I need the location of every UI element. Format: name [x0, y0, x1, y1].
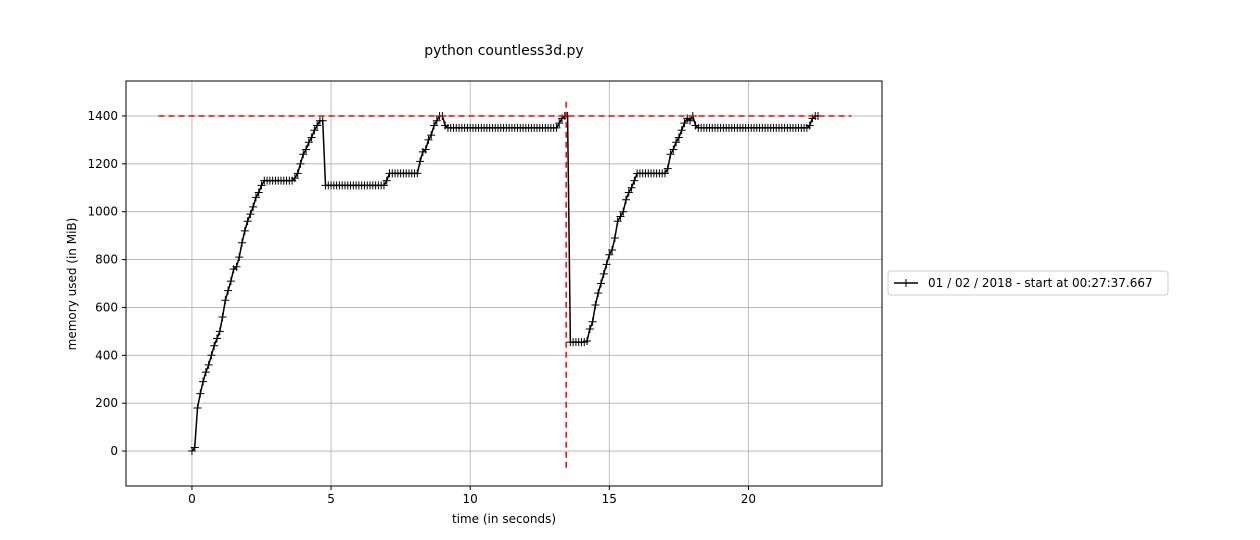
point-marker — [660, 169, 669, 178]
point-marker — [221, 296, 230, 305]
point-marker — [379, 181, 388, 190]
legend: 01 / 02 / 2018 - start at 00:27:37.667 — [887, 270, 1169, 296]
point-marker — [243, 217, 252, 226]
point-marker — [610, 234, 619, 243]
point-marker — [616, 212, 625, 221]
point-marker — [190, 443, 199, 452]
point-marker — [299, 150, 308, 159]
point-marker — [805, 121, 814, 130]
point-marker — [201, 368, 210, 377]
point-marker — [588, 317, 597, 326]
point-marker — [583, 336, 592, 345]
point-marker — [672, 138, 681, 147]
y-tick-label: 1000 — [87, 205, 118, 219]
point-marker — [226, 277, 235, 286]
point-marker — [663, 164, 672, 173]
point-marker — [666, 150, 675, 159]
point-marker — [224, 286, 233, 295]
y-tick-label: 600 — [95, 300, 118, 314]
x-tick-label: 15 — [602, 492, 617, 506]
point-marker — [204, 360, 213, 369]
legend-marker — [902, 279, 910, 287]
point-marker — [622, 195, 631, 204]
point-marker — [416, 157, 425, 166]
point-marker — [555, 119, 564, 128]
point-marker — [212, 334, 221, 343]
point-marker — [677, 126, 686, 135]
point-marker — [591, 301, 600, 310]
point-marker — [193, 403, 202, 412]
point-marker — [240, 226, 249, 235]
x-tick-label: 20 — [741, 492, 756, 506]
y-tick-label: 1200 — [87, 157, 118, 171]
point-marker — [627, 183, 636, 192]
point-marker — [382, 176, 391, 185]
point-marker — [238, 238, 247, 247]
point-marker — [251, 193, 260, 202]
y-tick-label: 200 — [95, 396, 118, 410]
point-marker — [290, 174, 299, 183]
point-marker — [318, 116, 327, 125]
point-marker — [210, 341, 219, 350]
point-marker — [246, 210, 255, 219]
point-marker — [254, 188, 263, 197]
chart-title: python countless3d.py — [424, 43, 583, 59]
point-marker — [304, 138, 313, 147]
point-marker — [596, 279, 605, 288]
point-marker — [302, 145, 311, 154]
legend-label: 01 / 02 / 2018 - start at 00:27:37.667 — [928, 276, 1153, 290]
y-tick-label: 0 — [110, 444, 118, 458]
point-marker — [624, 188, 633, 197]
data-line — [191, 114, 819, 452]
x-tick-label: 5 — [327, 492, 335, 506]
point-marker — [619, 207, 628, 216]
point-marker — [594, 289, 603, 298]
point-marker — [232, 262, 241, 271]
point-marker — [585, 324, 594, 333]
y-tick-label: 400 — [95, 348, 118, 362]
legend-box — [887, 270, 1169, 296]
point-marker — [427, 131, 436, 140]
point-marker — [432, 116, 441, 125]
point-marker — [215, 327, 224, 336]
point-marker — [680, 119, 689, 128]
y-tick-label: 800 — [95, 253, 118, 267]
y-tick-label: 1400 — [87, 109, 118, 123]
point-marker — [307, 133, 316, 142]
point-marker — [599, 269, 608, 278]
x-tick-label: 0 — [188, 492, 196, 506]
point-marker — [613, 217, 622, 226]
point-marker — [249, 202, 258, 211]
point-marker — [608, 245, 617, 254]
point-marker — [605, 250, 614, 259]
point-marker — [552, 123, 561, 132]
point-marker — [296, 159, 305, 168]
point-marker — [674, 133, 683, 142]
x-tick-label: 10 — [463, 492, 478, 506]
point-marker — [218, 313, 227, 322]
point-marker — [235, 253, 244, 262]
point-marker — [199, 377, 208, 386]
point-marker — [602, 260, 611, 269]
y-axis-label: memory used (in MiB) — [65, 218, 79, 351]
point-marker — [313, 121, 322, 130]
point-marker — [207, 351, 216, 360]
point-marker — [424, 135, 433, 144]
plot-frame — [125, 80, 883, 487]
x-axis-label: time (in seconds) — [452, 512, 556, 526]
point-marker — [257, 181, 266, 190]
point-marker — [669, 145, 678, 154]
point-marker — [310, 126, 319, 135]
point-marker — [630, 176, 639, 185]
point-marker — [293, 169, 302, 178]
point-marker — [421, 145, 430, 154]
point-marker — [686, 116, 695, 125]
point-marker — [413, 169, 422, 178]
point-marker — [430, 121, 439, 130]
point-marker — [196, 389, 205, 398]
